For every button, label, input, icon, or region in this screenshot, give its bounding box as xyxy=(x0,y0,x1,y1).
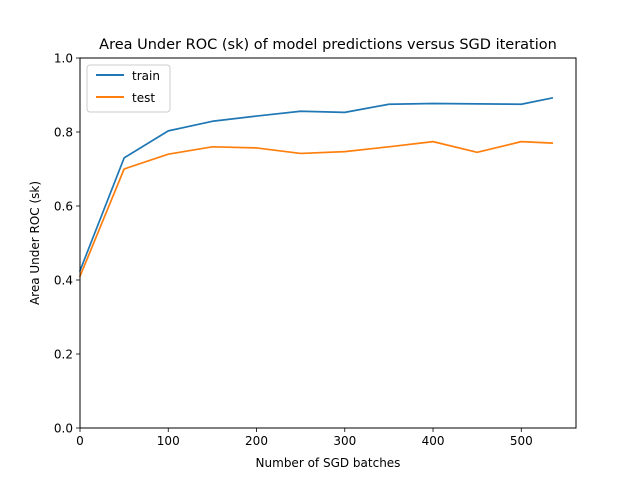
chart-title: Area Under ROC (sk) of model predictions… xyxy=(99,37,557,53)
legend-box xyxy=(86,64,171,113)
x-tick-label: 0 xyxy=(76,434,84,448)
y-tick-label: 0.6 xyxy=(54,200,73,214)
x-tick-label: 500 xyxy=(510,434,533,448)
y-axis-label: Area Under ROC (sk) xyxy=(28,181,42,305)
y-axis: 0.0 0.2 0.4 0.6 0.8 1.0 xyxy=(54,52,80,436)
y-tick-label: 1.0 xyxy=(54,52,73,66)
legend: train test xyxy=(86,64,171,113)
x-tick-label: 300 xyxy=(333,434,356,448)
x-tick-label: 100 xyxy=(157,434,180,448)
y-tick-label: 0.2 xyxy=(54,348,73,362)
plot-frame xyxy=(79,57,577,429)
y-tick-label: 0.4 xyxy=(54,274,73,288)
x-axis-label: Number of SGD batches xyxy=(256,456,401,470)
x-tick-label: 400 xyxy=(422,434,445,448)
x-tick-label: 200 xyxy=(245,434,268,448)
legend-label-train: train xyxy=(132,69,160,83)
series-line-test xyxy=(78,140,554,278)
y-tick-label: 0.8 xyxy=(54,126,73,140)
legend-label-test: test xyxy=(132,91,155,105)
plot-lines xyxy=(78,96,554,278)
x-axis: 0 100 200 300 400 500 xyxy=(76,428,533,448)
series-line-train xyxy=(78,96,554,272)
y-tick-label: 0.0 xyxy=(54,422,73,436)
